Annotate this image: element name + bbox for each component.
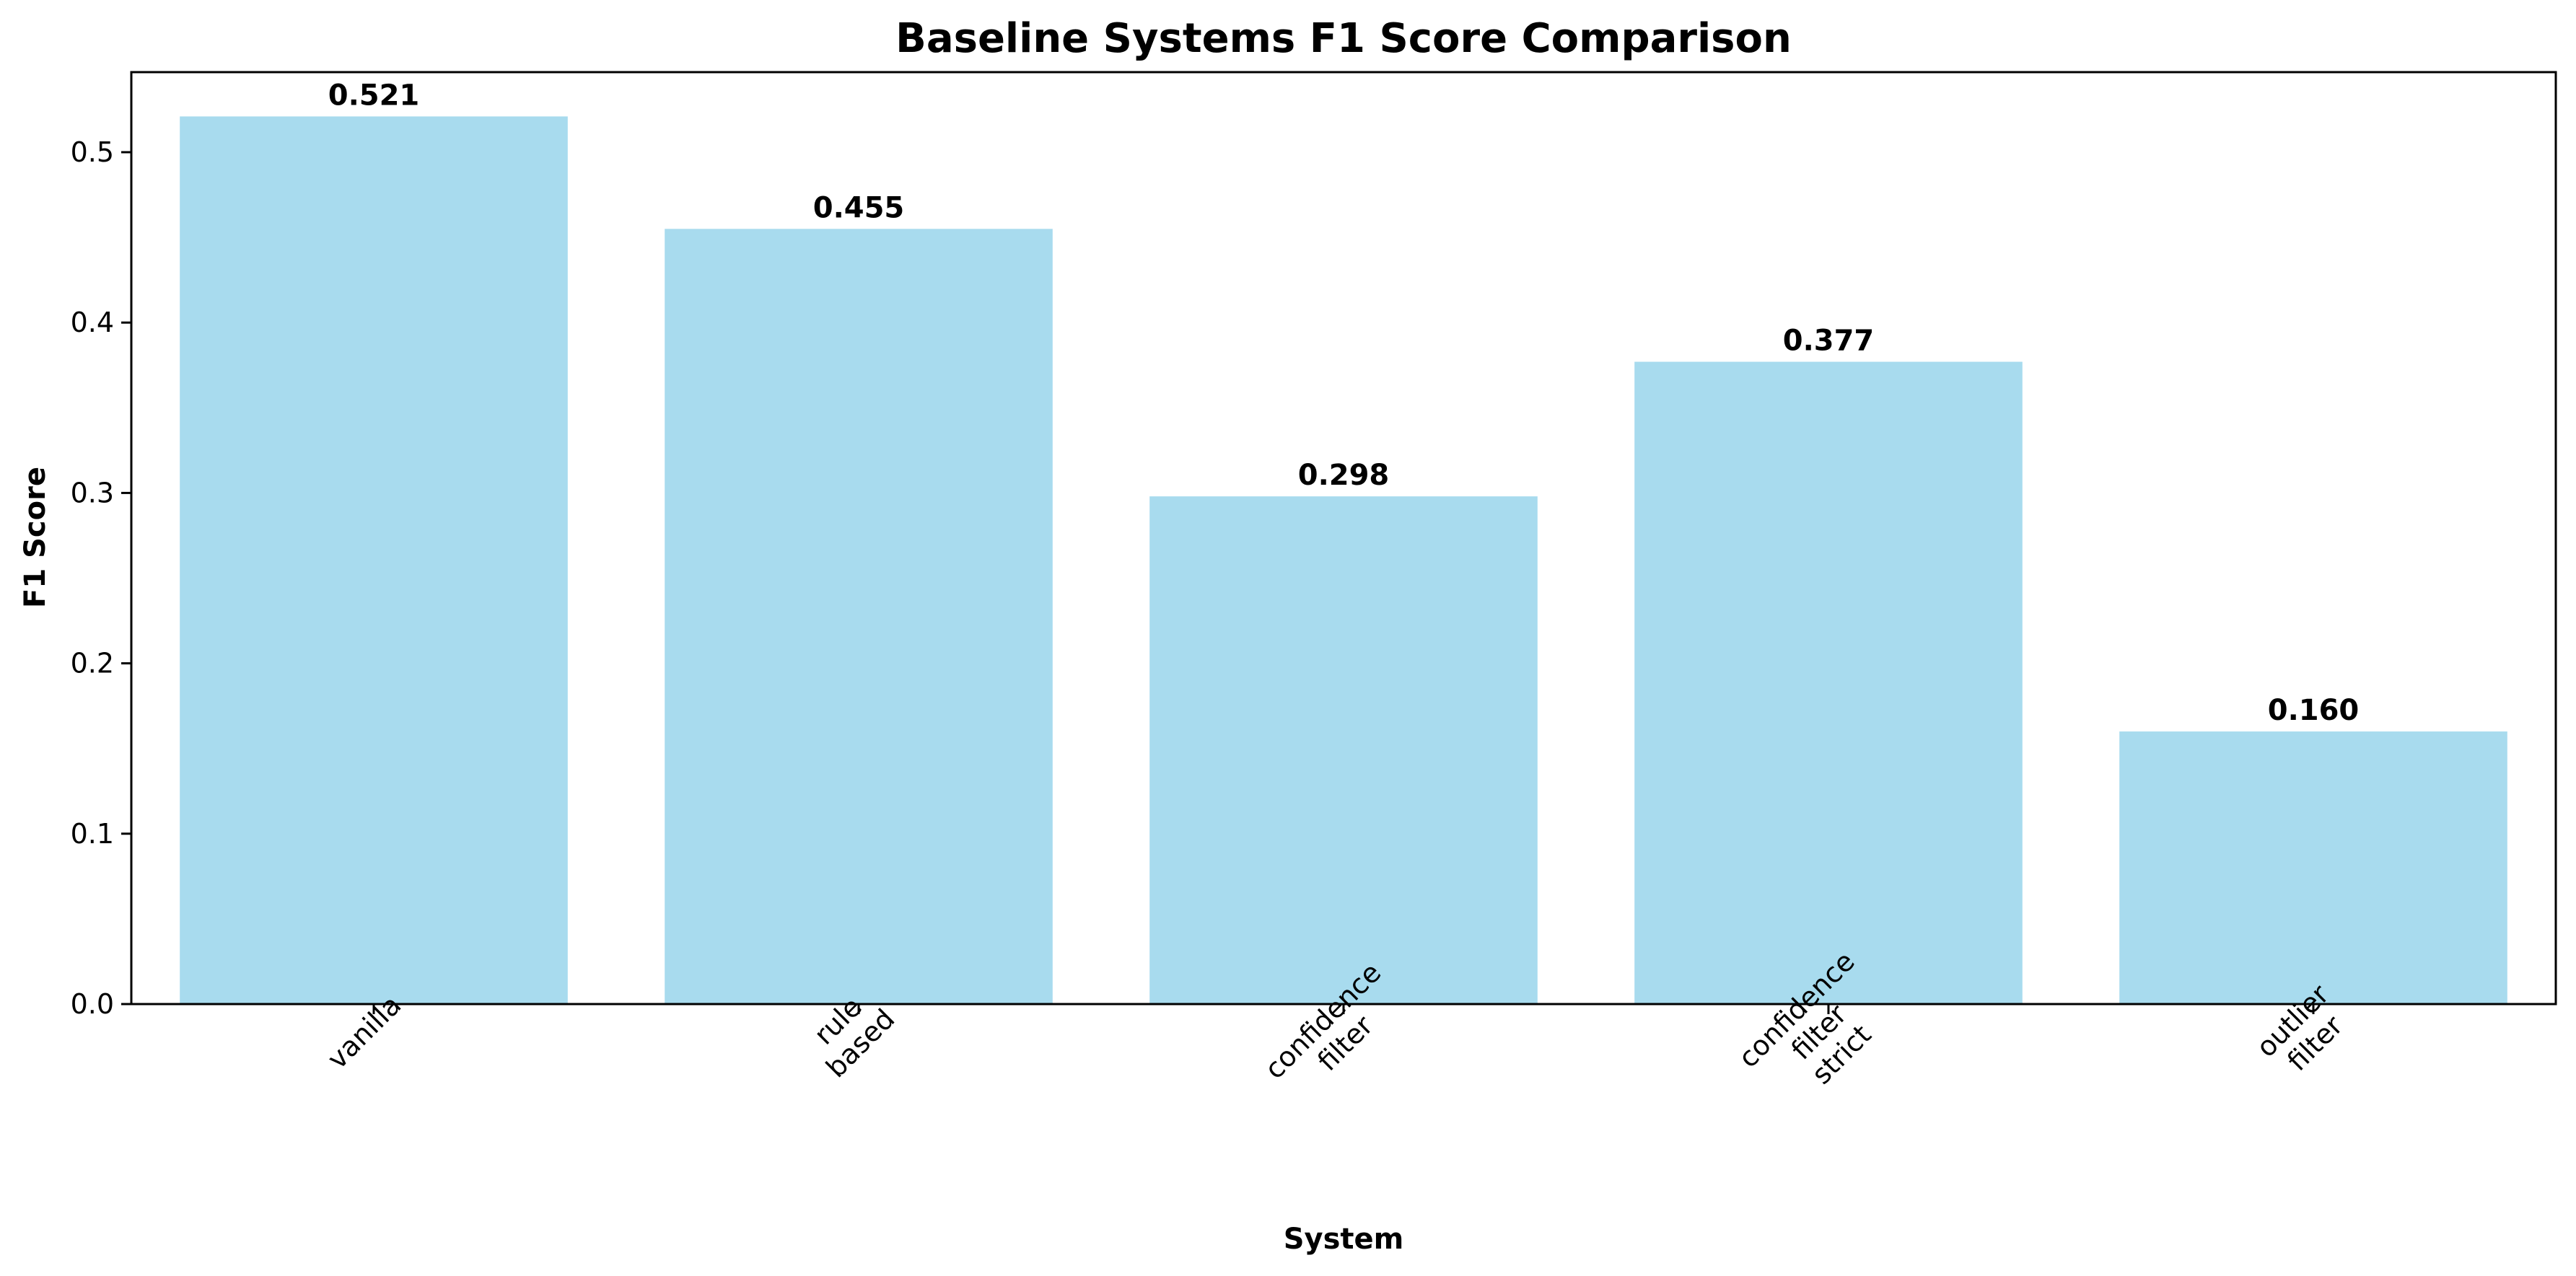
bar-value-label-2: 0.298 xyxy=(1298,459,1390,492)
bar-3 xyxy=(1634,361,2023,1004)
plot-frame xyxy=(130,71,2557,1006)
y-tick-label-4: 0.4 xyxy=(71,307,114,338)
bars-group xyxy=(180,116,2507,1004)
bar-value-label-4: 0.160 xyxy=(2268,694,2360,727)
y-tick-label-1: 0.1 xyxy=(71,818,114,850)
y-ticks-group: 0.0 0.1 0.2 0.3 0.4 0.5 xyxy=(71,136,131,1020)
y-tick-label-2: 0.2 xyxy=(71,648,114,679)
bar-value-label-3: 0.377 xyxy=(1783,325,1875,358)
bar-4 xyxy=(2119,731,2507,1004)
y-tick-label-5: 0.5 xyxy=(71,136,114,168)
y-tick-label-3: 0.3 xyxy=(71,477,114,509)
bar-value-label-0: 0.521 xyxy=(328,79,420,112)
chart-title: Baseline Systems F1 Score Comparison xyxy=(895,15,1792,62)
bar-0 xyxy=(180,116,568,1004)
bar-value-label-1: 0.455 xyxy=(813,191,905,224)
value-labels-group: 0.521 0.455 0.298 0.377 0.160 xyxy=(328,79,2360,727)
y-tick-label-0: 0.0 xyxy=(71,988,114,1020)
bar-2 xyxy=(1149,496,1538,1004)
x-axis-label: System xyxy=(1284,1223,1404,1256)
bar-1 xyxy=(665,229,1053,1004)
y-axis-label: F1 Score xyxy=(19,467,52,608)
